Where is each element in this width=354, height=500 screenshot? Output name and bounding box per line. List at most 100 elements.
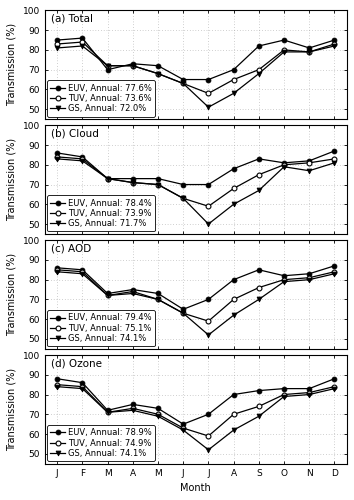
EUV, Annual: 77.6%: (8, 82): 77.6%: (8, 82) bbox=[257, 43, 261, 49]
GS, Annual: 71.7%: (10, 77): 71.7%: (10, 77) bbox=[307, 168, 312, 173]
TUV, Annual: 74.9%: (7, 70): 74.9%: (7, 70) bbox=[232, 412, 236, 418]
EUV, Annual: 79.4%: (4, 73): 79.4%: (4, 73) bbox=[156, 290, 160, 296]
EUV, Annual: 77.6%: (6, 65): 77.6%: (6, 65) bbox=[206, 76, 211, 82]
EUV, Annual: 78.9%: (11, 88): 78.9%: (11, 88) bbox=[332, 376, 337, 382]
Text: (d) Ozone: (d) Ozone bbox=[51, 358, 102, 368]
EUV, Annual: 77.6%: (0, 85): 77.6%: (0, 85) bbox=[55, 37, 59, 43]
EUV, Annual: 78.4%: (6, 70): 78.4%: (6, 70) bbox=[206, 182, 211, 188]
GS, Annual: 74.1%: (11, 83): 74.1%: (11, 83) bbox=[332, 386, 337, 392]
TUV, Annual: 75.1%: (4, 70): 75.1%: (4, 70) bbox=[156, 296, 160, 302]
TUV, Annual: 73.9%: (0, 84): 73.9%: (0, 84) bbox=[55, 154, 59, 160]
EUV, Annual: 78.9%: (3, 75): 78.9%: (3, 75) bbox=[131, 402, 135, 407]
TUV, Annual: 73.6%: (6, 58): 73.6%: (6, 58) bbox=[206, 90, 211, 96]
GS, Annual: 72.0%: (2, 72): 72.0%: (2, 72) bbox=[105, 62, 110, 68]
EUV, Annual: 78.9%: (7, 80): 78.9%: (7, 80) bbox=[232, 392, 236, 398]
TUV, Annual: 75.1%: (7, 70): 75.1%: (7, 70) bbox=[232, 296, 236, 302]
GS, Annual: 71.7%: (11, 81): 71.7%: (11, 81) bbox=[332, 160, 337, 166]
GS, Annual: 74.1%: (5, 63): 74.1%: (5, 63) bbox=[181, 310, 185, 316]
TUV, Annual: 75.1%: (8, 76): 75.1%: (8, 76) bbox=[257, 284, 261, 290]
TUV, Annual: 75.1%: (5, 63): 75.1%: (5, 63) bbox=[181, 310, 185, 316]
TUV, Annual: 75.1%: (1, 84): 75.1%: (1, 84) bbox=[80, 269, 85, 275]
Line: GS, Annual: 74.1%: GS, Annual: 74.1% bbox=[55, 384, 337, 452]
TUV, Annual: 74.9%: (1, 84): 74.9%: (1, 84) bbox=[80, 384, 85, 390]
EUV, Annual: 79.4%: (0, 86): 79.4%: (0, 86) bbox=[55, 265, 59, 271]
TUV, Annual: 75.1%: (9, 80): 75.1%: (9, 80) bbox=[282, 276, 286, 282]
Line: EUV, Annual: 78.4%: EUV, Annual: 78.4% bbox=[55, 148, 337, 187]
TUV, Annual: 74.9%: (6, 59): 74.9%: (6, 59) bbox=[206, 433, 211, 439]
TUV, Annual: 74.9%: (2, 71): 74.9%: (2, 71) bbox=[105, 410, 110, 416]
GS, Annual: 72.0%: (7, 58): 72.0%: (7, 58) bbox=[232, 90, 236, 96]
EUV, Annual: 78.9%: (1, 86): 78.9%: (1, 86) bbox=[80, 380, 85, 386]
EUV, Annual: 78.4%: (5, 70): 78.4%: (5, 70) bbox=[181, 182, 185, 188]
Legend: EUV, Annual: 78.4%, TUV, Annual: 73.9%, GS, Annual: 71.7%: EUV, Annual: 78.4%, TUV, Annual: 73.9%, … bbox=[47, 195, 155, 232]
GS, Annual: 74.1%: (9, 79): 74.1%: (9, 79) bbox=[282, 394, 286, 400]
GS, Annual: 74.1%: (3, 72): 74.1%: (3, 72) bbox=[131, 408, 135, 414]
TUV, Annual: 73.9%: (11, 83): 73.9%: (11, 83) bbox=[332, 156, 337, 162]
TUV, Annual: 75.1%: (10, 81): 75.1%: (10, 81) bbox=[307, 274, 312, 280]
GS, Annual: 74.1%: (4, 70): 74.1%: (4, 70) bbox=[156, 296, 160, 302]
EUV, Annual: 79.4%: (8, 85): 79.4%: (8, 85) bbox=[257, 267, 261, 273]
Text: (c) AOD: (c) AOD bbox=[51, 244, 91, 254]
GS, Annual: 71.7%: (4, 70): 71.7%: (4, 70) bbox=[156, 182, 160, 188]
GS, Annual: 72.0%: (9, 79): 72.0%: (9, 79) bbox=[282, 49, 286, 55]
GS, Annual: 72.0%: (0, 81): 72.0%: (0, 81) bbox=[55, 45, 59, 51]
Line: TUV, Annual: 73.6%: TUV, Annual: 73.6% bbox=[55, 40, 337, 96]
TUV, Annual: 73.6%: (0, 83): 73.6%: (0, 83) bbox=[55, 41, 59, 47]
GS, Annual: 74.1%: (3, 73): 74.1%: (3, 73) bbox=[131, 290, 135, 296]
EUV, Annual: 78.9%: (5, 65): 78.9%: (5, 65) bbox=[181, 421, 185, 427]
GS, Annual: 74.1%: (6, 52): 74.1%: (6, 52) bbox=[206, 332, 211, 338]
TUV, Annual: 75.1%: (2, 72): 75.1%: (2, 72) bbox=[105, 292, 110, 298]
EUV, Annual: 78.4%: (2, 73): 78.4%: (2, 73) bbox=[105, 176, 110, 182]
TUV, Annual: 73.9%: (8, 75): 73.9%: (8, 75) bbox=[257, 172, 261, 177]
TUV, Annual: 73.9%: (2, 73): 73.9%: (2, 73) bbox=[105, 176, 110, 182]
Line: TUV, Annual: 75.1%: TUV, Annual: 75.1% bbox=[55, 268, 337, 324]
GS, Annual: 72.0%: (11, 82): 72.0%: (11, 82) bbox=[332, 43, 337, 49]
TUV, Annual: 74.9%: (0, 85): 74.9%: (0, 85) bbox=[55, 382, 59, 388]
GS, Annual: 74.1%: (9, 79): 74.1%: (9, 79) bbox=[282, 278, 286, 284]
GS, Annual: 74.1%: (2, 72): 74.1%: (2, 72) bbox=[105, 292, 110, 298]
TUV, Annual: 74.9%: (5, 63): 74.9%: (5, 63) bbox=[181, 425, 185, 431]
GS, Annual: 71.7%: (3, 71): 71.7%: (3, 71) bbox=[131, 180, 135, 186]
GS, Annual: 74.1%: (7, 62): 74.1%: (7, 62) bbox=[232, 427, 236, 433]
Y-axis label: Transmission (%): Transmission (%) bbox=[7, 368, 17, 451]
GS, Annual: 71.7%: (0, 83): 71.7%: (0, 83) bbox=[55, 156, 59, 162]
EUV, Annual: 79.4%: (7, 80): 79.4%: (7, 80) bbox=[232, 276, 236, 282]
TUV, Annual: 73.9%: (10, 81): 73.9%: (10, 81) bbox=[307, 160, 312, 166]
Line: EUV, Annual: 77.6%: EUV, Annual: 77.6% bbox=[55, 36, 337, 82]
EUV, Annual: 78.4%: (0, 86): 78.4%: (0, 86) bbox=[55, 150, 59, 156]
GS, Annual: 72.0%: (3, 72): 72.0%: (3, 72) bbox=[131, 62, 135, 68]
TUV, Annual: 73.9%: (9, 80): 73.9%: (9, 80) bbox=[282, 162, 286, 168]
EUV, Annual: 77.6%: (1, 86): 77.6%: (1, 86) bbox=[80, 35, 85, 41]
EUV, Annual: 79.4%: (2, 73): 79.4%: (2, 73) bbox=[105, 290, 110, 296]
GS, Annual: 71.7%: (6, 50): 71.7%: (6, 50) bbox=[206, 221, 211, 227]
GS, Annual: 72.0%: (1, 82): 72.0%: (1, 82) bbox=[80, 43, 85, 49]
EUV, Annual: 78.4%: (7, 78): 78.4%: (7, 78) bbox=[232, 166, 236, 172]
TUV, Annual: 75.1%: (3, 74): 75.1%: (3, 74) bbox=[131, 288, 135, 294]
EUV, Annual: 77.6%: (7, 70): 77.6%: (7, 70) bbox=[232, 66, 236, 72]
Line: EUV, Annual: 78.9%: EUV, Annual: 78.9% bbox=[55, 376, 337, 426]
GS, Annual: 72.0%: (8, 68): 72.0%: (8, 68) bbox=[257, 70, 261, 76]
TUV, Annual: 74.9%: (10, 81): 74.9%: (10, 81) bbox=[307, 390, 312, 396]
GS, Annual: 74.1%: (0, 84): 74.1%: (0, 84) bbox=[55, 269, 59, 275]
GS, Annual: 71.7%: (8, 67): 71.7%: (8, 67) bbox=[257, 188, 261, 194]
EUV, Annual: 78.4%: (8, 83): 78.4%: (8, 83) bbox=[257, 156, 261, 162]
GS, Annual: 72.0%: (6, 51): 72.0%: (6, 51) bbox=[206, 104, 211, 110]
GS, Annual: 74.1%: (8, 69): 74.1%: (8, 69) bbox=[257, 414, 261, 420]
GS, Annual: 72.0%: (4, 68): 72.0%: (4, 68) bbox=[156, 70, 160, 76]
TUV, Annual: 74.9%: (3, 73): 74.9%: (3, 73) bbox=[131, 406, 135, 411]
TUV, Annual: 73.9%: (7, 68): 73.9%: (7, 68) bbox=[232, 186, 236, 192]
Line: GS, Annual: 72.0%: GS, Annual: 72.0% bbox=[55, 44, 337, 110]
TUV, Annual: 73.6%: (9, 80): 73.6%: (9, 80) bbox=[282, 47, 286, 53]
EUV, Annual: 78.4%: (3, 73): 78.4%: (3, 73) bbox=[131, 176, 135, 182]
EUV, Annual: 77.6%: (10, 81): 77.6%: (10, 81) bbox=[307, 45, 312, 51]
GS, Annual: 71.7%: (5, 63): 71.7%: (5, 63) bbox=[181, 196, 185, 202]
GS, Annual: 71.7%: (1, 82): 71.7%: (1, 82) bbox=[80, 158, 85, 164]
EUV, Annual: 79.4%: (1, 85): 79.4%: (1, 85) bbox=[80, 267, 85, 273]
GS, Annual: 74.1%: (10, 80): 74.1%: (10, 80) bbox=[307, 392, 312, 398]
X-axis label: Month: Month bbox=[181, 483, 211, 493]
EUV, Annual: 78.9%: (9, 83): 78.9%: (9, 83) bbox=[282, 386, 286, 392]
EUV, Annual: 78.4%: (4, 73): 78.4%: (4, 73) bbox=[156, 176, 160, 182]
EUV, Annual: 79.4%: (10, 83): 79.4%: (10, 83) bbox=[307, 270, 312, 276]
GS, Annual: 71.7%: (7, 60): 71.7%: (7, 60) bbox=[232, 202, 236, 207]
GS, Annual: 72.0%: (5, 63): 72.0%: (5, 63) bbox=[181, 80, 185, 86]
